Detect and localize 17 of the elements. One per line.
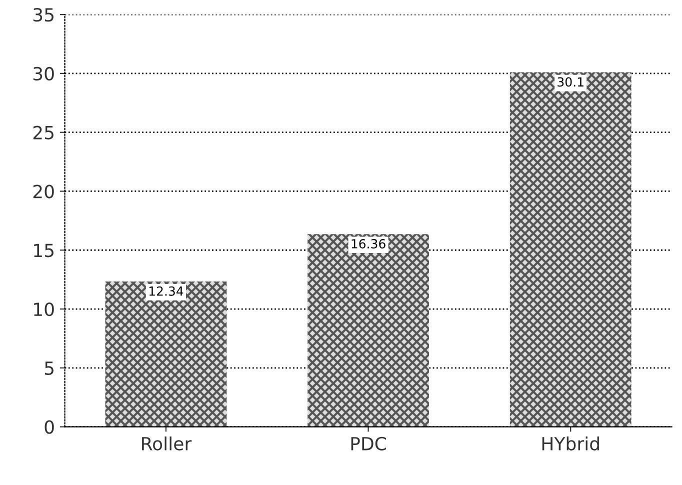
data-label: 16.36 (352, 239, 386, 248)
bar (510, 72, 632, 427)
y-tick-label: 35 (33, 8, 54, 22)
data-label: 12.34 (149, 286, 184, 296)
y-tick-label: 5 (44, 362, 54, 376)
x-tick-label: PDC (351, 436, 386, 450)
x-tick-label: HYbrid (542, 436, 599, 450)
y-tick-label: 10 (34, 302, 54, 316)
y-tick-label: 20 (33, 184, 54, 198)
y-tick-label: 25 (33, 126, 54, 140)
bar (105, 281, 227, 427)
y-tick-label: 0 (44, 420, 54, 434)
x-tick-label: Roller (142, 436, 192, 450)
data-label: 30.1 (558, 77, 584, 87)
y-tick-label: 15 (34, 244, 54, 258)
y-tick-label: 30 (33, 66, 54, 81)
bar (308, 234, 429, 427)
